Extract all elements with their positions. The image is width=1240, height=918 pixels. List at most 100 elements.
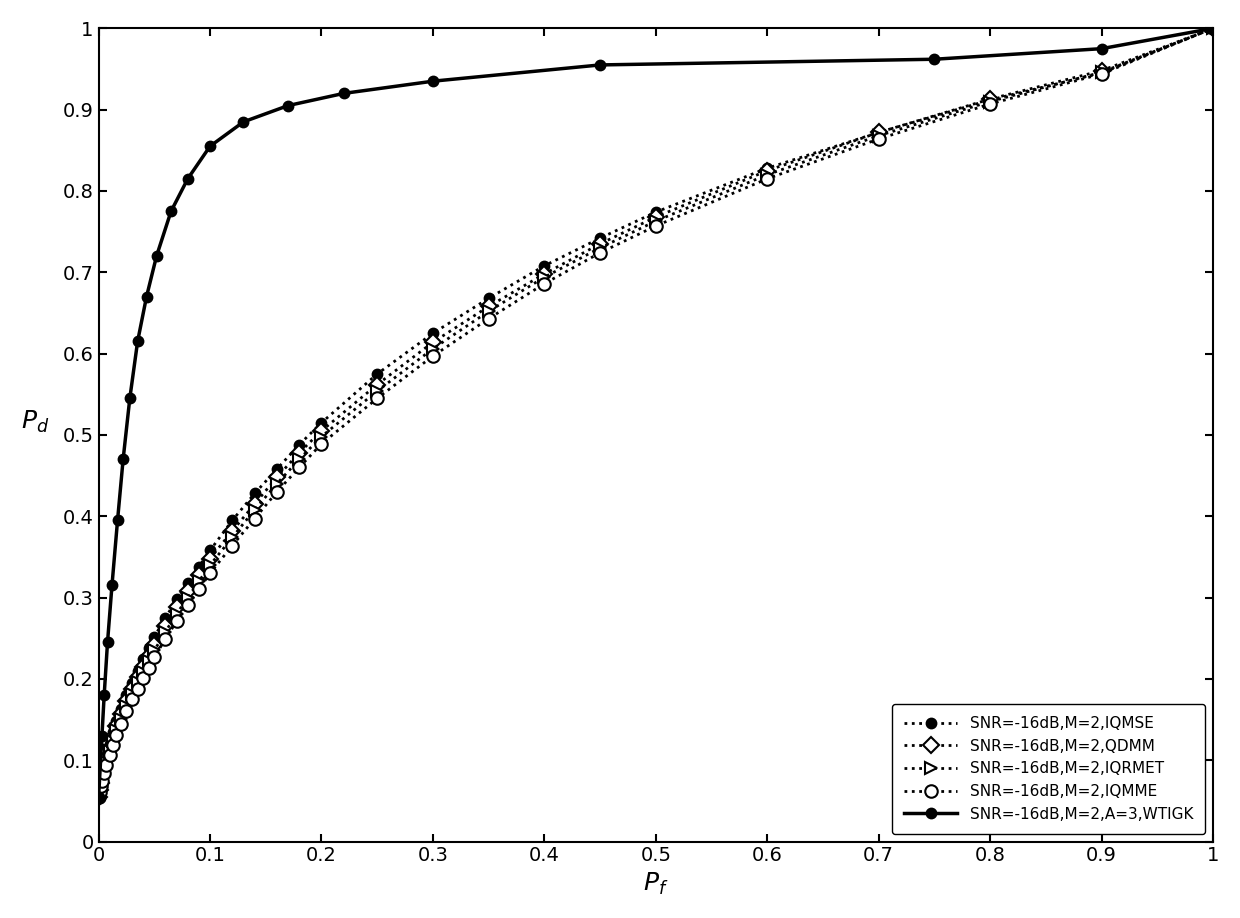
- SNR=-16dB,M=2,IQMSE: [103, 738, 118, 749]
- SNR=-16dB,M=2,QDMM: [247, 498, 262, 509]
- SNR=-16dB,M=2,IQRMET: [103, 745, 118, 756]
- SNR=-16dB,M=2,IQMSE: [202, 545, 217, 556]
- SNR=-16dB,M=2,QDMM: [425, 337, 440, 348]
- SNR=-16dB,M=2,IQMME: [314, 439, 329, 450]
- X-axis label: $P_f$: $P_f$: [644, 871, 668, 897]
- SNR=-16dB,M=2,IQMSE: [99, 751, 114, 762]
- SNR=-16dB,M=2,IQMSE: [146, 631, 161, 642]
- SNR=-16dB,M=2,IQMME: [481, 313, 496, 324]
- SNR=-16dB,M=2,IQMSE: [105, 726, 120, 737]
- SNR=-16dB,M=2,IQRMET: [982, 96, 997, 107]
- SNR=-16dB,M=2,IQRMET: [180, 592, 195, 603]
- SNR=-16dB,M=2,IQRMET: [291, 453, 306, 465]
- SNR=-16dB,M=2,IQRMET: [146, 645, 161, 656]
- SNR=-16dB,M=2,QDMM: [481, 301, 496, 312]
- SNR=-16dB,M=2,IQMME: [92, 791, 107, 802]
- SNR=-16dB,M=2,IQMME: [99, 759, 114, 770]
- SNR=-16dB,M=2,IQRMET: [247, 504, 262, 515]
- SNR=-16dB,M=2,IQRMET: [269, 478, 284, 489]
- SNR=-16dB,M=2,A=3,WTIGK: [928, 54, 942, 65]
- SNR=-16dB,M=2,QDMM: [124, 683, 139, 694]
- SNR=-16dB,M=2,QDMM: [130, 672, 145, 683]
- SNR=-16dB,M=2,IQMSE: [247, 488, 262, 499]
- SNR=-16dB,M=2,IQMSE: [94, 767, 109, 778]
- SNR=-16dB,M=2,IQMSE: [113, 703, 128, 714]
- SNR=-16dB,M=2,IQMSE: [130, 666, 145, 677]
- SNR=-16dB,M=2,IQMSE: [157, 612, 172, 623]
- SNR=-16dB,M=2,IQMME: [146, 652, 161, 663]
- SNR=-16dB,M=2,A=3,WTIGK: [94, 731, 109, 742]
- SNR=-16dB,M=2,IQRMET: [1094, 67, 1109, 78]
- SNR=-16dB,M=2,QDMM: [291, 447, 306, 458]
- SNR=-16dB,M=2,IQMSE: [119, 689, 134, 700]
- SNR=-16dB,M=2,QDMM: [314, 425, 329, 436]
- SNR=-16dB,M=2,IQRMET: [124, 688, 139, 699]
- SNR=-16dB,M=2,IQMSE: [872, 127, 887, 138]
- SNR=-16dB,M=2,IQRMET: [224, 532, 239, 543]
- SNR=-16dB,M=2,IQMSE: [370, 368, 384, 379]
- SNR=-16dB,M=2,IQMSE: [92, 783, 107, 794]
- SNR=-16dB,M=2,QDMM: [1205, 23, 1220, 34]
- SNR=-16dB,M=2,A=3,WTIGK: [1205, 23, 1220, 34]
- SNR=-16dB,M=2,QDMM: [593, 239, 608, 250]
- SNR=-16dB,M=2,A=3,WTIGK: [92, 791, 107, 802]
- SNR=-16dB,M=2,IQMME: [872, 133, 887, 144]
- SNR=-16dB,M=2,QDMM: [92, 791, 107, 802]
- SNR=-16dB,M=2,IQMSE: [109, 716, 124, 727]
- SNR=-16dB,M=2,IQMME: [97, 767, 112, 778]
- SNR=-16dB,M=2,IQMME: [94, 775, 109, 786]
- SNR=-16dB,M=2,IQRMET: [119, 700, 134, 711]
- SNR=-16dB,M=2,QDMM: [135, 661, 150, 672]
- SNR=-16dB,M=2,IQRMET: [130, 677, 145, 688]
- SNR=-16dB,M=2,IQRMET: [593, 242, 608, 253]
- SNR=-16dB,M=2,IQMME: [141, 662, 156, 673]
- SNR=-16dB,M=2,QDMM: [157, 621, 172, 632]
- SNR=-16dB,M=2,IQRMET: [141, 655, 156, 666]
- SNR=-16dB,M=2,A=3,WTIGK: [180, 174, 195, 185]
- SNR=-16dB,M=2,IQMME: [105, 739, 120, 750]
- SNR=-16dB,M=2,IQMSE: [97, 759, 112, 770]
- SNR=-16dB,M=2,QDMM: [191, 569, 206, 580]
- SNR=-16dB,M=2,IQRMET: [92, 791, 107, 802]
- SNR=-16dB,M=2,IQMSE: [1094, 68, 1109, 79]
- SNR=-16dB,M=2,IQMSE: [191, 561, 206, 572]
- SNR=-16dB,M=2,IQMSE: [314, 418, 329, 429]
- SNR=-16dB,M=2,IQMSE: [135, 653, 150, 664]
- Y-axis label: $P_d$: $P_d$: [21, 409, 50, 435]
- SNR=-16dB,M=2,IQMSE: [141, 643, 156, 654]
- SNR=-16dB,M=2,IQMSE: [481, 293, 496, 304]
- Line: SNR=-16dB,M=2,QDMM: SNR=-16dB,M=2,QDMM: [93, 23, 1219, 802]
- SNR=-16dB,M=2,IQRMET: [481, 306, 496, 317]
- SNR=-16dB,M=2,IQMME: [169, 616, 184, 627]
- SNR=-16dB,M=2,IQRMET: [135, 666, 150, 677]
- SNR=-16dB,M=2,IQMME: [202, 567, 217, 578]
- SNR=-16dB,M=2,QDMM: [872, 127, 887, 138]
- Line: SNR=-16dB,M=2,IQRMET: SNR=-16dB,M=2,IQRMET: [93, 23, 1219, 802]
- SNR=-16dB,M=2,IQMSE: [169, 594, 184, 605]
- SNR=-16dB,M=2,A=3,WTIGK: [104, 580, 119, 591]
- SNR=-16dB,M=2,A=3,WTIGK: [123, 393, 138, 404]
- SNR=-16dB,M=2,QDMM: [103, 743, 118, 754]
- SNR=-16dB,M=2,QDMM: [760, 165, 775, 176]
- SNR=-16dB,M=2,QDMM: [109, 721, 124, 732]
- SNR=-16dB,M=2,A=3,WTIGK: [593, 60, 608, 71]
- SNR=-16dB,M=2,IQMSE: [1205, 23, 1220, 34]
- SNR=-16dB,M=2,A=3,WTIGK: [115, 453, 130, 465]
- SNR=-16dB,M=2,QDMM: [1094, 65, 1109, 76]
- SNR=-16dB,M=2,IQMSE: [224, 515, 239, 526]
- SNR=-16dB,M=2,IQMME: [982, 98, 997, 109]
- SNR=-16dB,M=2,QDMM: [649, 211, 663, 222]
- SNR=-16dB,M=2,A=3,WTIGK: [97, 689, 112, 700]
- SNR=-16dB,M=2,IQMME: [135, 673, 150, 684]
- SNR=-16dB,M=2,IQMSE: [425, 328, 440, 339]
- SNR=-16dB,M=2,QDMM: [99, 754, 114, 765]
- SNR=-16dB,M=2,QDMM: [94, 770, 109, 781]
- SNR=-16dB,M=2,IQRMET: [157, 626, 172, 637]
- SNR=-16dB,M=2,A=3,WTIGK: [100, 637, 115, 648]
- SNR=-16dB,M=2,IQMME: [157, 633, 172, 644]
- SNR=-16dB,M=2,IQMSE: [180, 577, 195, 588]
- SNR=-16dB,M=2,IQRMET: [202, 560, 217, 571]
- SNR=-16dB,M=2,IQMME: [180, 599, 195, 610]
- SNR=-16dB,M=2,A=3,WTIGK: [202, 140, 217, 151]
- SNR=-16dB,M=2,IQMME: [291, 462, 306, 473]
